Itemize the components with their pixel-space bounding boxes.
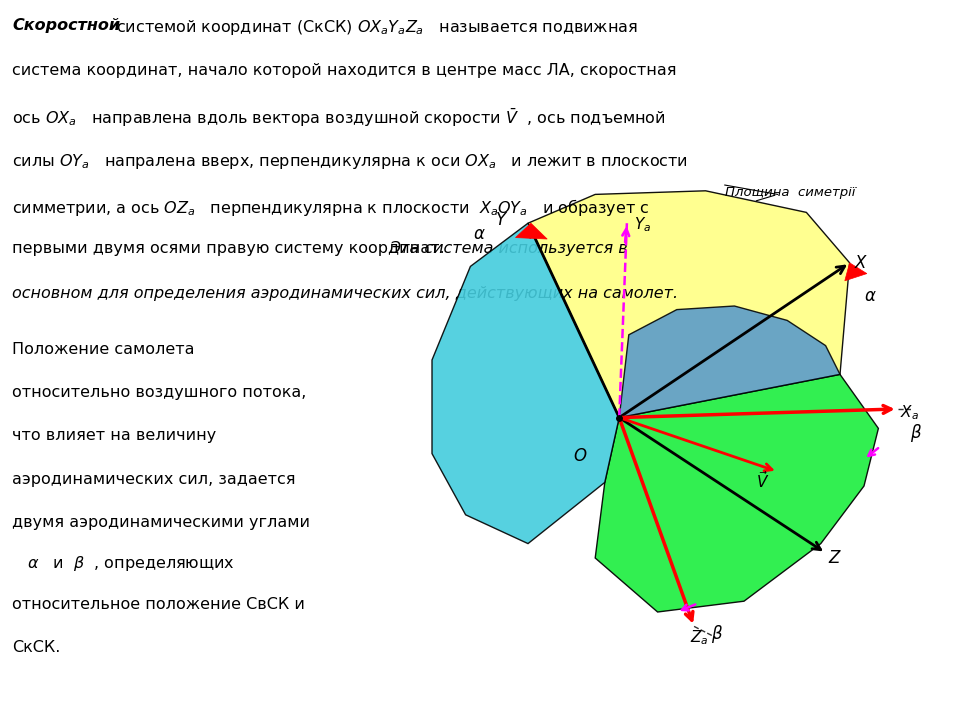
Text: силы $OY_a$   напралена вверх, перпендикулярна к оси $OX_a$   и лежит в плоскост: силы $OY_a$ напралена вверх, перпендикул… [12,152,688,171]
Text: $\alpha$: $\alpha$ [864,287,876,305]
Polygon shape [528,191,850,418]
Text: что влияет на величину: что влияет на величину [12,428,217,444]
Text: аэродинамических сил, задается: аэродинамических сил, задается [12,472,296,487]
Text: $Z_a$: $Z_a$ [690,629,708,647]
Text: Z: Z [828,549,840,567]
Text: симметрии, а ось $OZ_a$   перпендикулярна к плоскости  $X_aOY_a$   и образует с: симметрии, а ось $OZ_a$ перпендикулярна … [12,197,650,217]
Text: $\alpha$   и  $\beta$  , определяющих: $\alpha$ и $\beta$ , определяющих [27,554,234,572]
Text: относительное положение СвСК и: относительное положение СвСК и [12,597,305,612]
Text: Y: Y [496,211,507,229]
Text: система координат, начало которой находится в центре масс ЛА, скоростная: система координат, начало которой находи… [12,63,677,78]
Text: O: O [573,447,587,465]
Text: $\vec{V}$: $\vec{V}$ [756,470,770,491]
Polygon shape [516,223,547,239]
Polygon shape [619,306,840,418]
Text: первыми двумя осями правую систему координат.: первыми двумя осями правую систему коорд… [12,241,450,256]
Text: X: X [854,254,866,272]
Text: Площина  симетрії: Площина симетрії [725,186,855,199]
Text: $\alpha$: $\alpha$ [473,225,486,243]
Polygon shape [595,374,878,612]
Polygon shape [432,223,619,544]
Text: двумя аэродинамическими углами: двумя аэродинамическими углами [12,515,310,530]
Text: Эта система используется в: Эта система используется в [389,241,628,256]
Text: относительно воздушного потока,: относительно воздушного потока, [12,385,307,400]
Text: $X_a$: $X_a$ [900,404,919,423]
Text: системой координат (СкСК) $OX_aY_aZ_a$   называется подвижная: системой координат (СкСК) $OX_aY_aZ_a$ н… [111,18,638,37]
Text: основном для определения аэродинамических сил, действующих на самолет.: основном для определения аэродинамически… [12,286,679,301]
Text: Скоростной: Скоростной [12,18,121,33]
Text: $Y_a$: $Y_a$ [634,215,651,234]
Text: $\beta$: $\beta$ [711,624,724,645]
Text: ось $OX_a$   направлена вдоль вектора воздушной скорости $\bar{V}$  , ось подъем: ось $OX_a$ направлена вдоль вектора возд… [12,107,666,130]
Text: Положение самолета: Положение самолета [12,342,195,357]
Text: СкСК.: СкСК. [12,640,60,655]
Polygon shape [845,263,867,281]
Text: $\beta$: $\beta$ [910,422,923,444]
